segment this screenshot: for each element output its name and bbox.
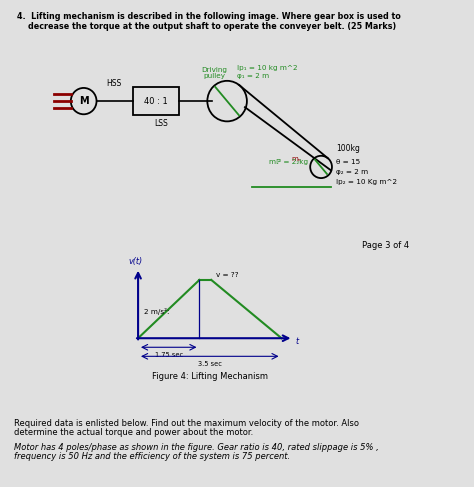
Text: Motor has 4 poles/phase as shown in the figure. Gear ratio is 40, rated slippage: Motor has 4 poles/phase as shown in the …	[14, 443, 379, 452]
Text: t: t	[296, 337, 299, 346]
Text: Ip₂ = 10 Kg m^2: Ip₂ = 10 Kg m^2	[336, 179, 397, 185]
Text: Ip₁ = 10 kg m^2: Ip₁ = 10 kg m^2	[237, 65, 298, 71]
Text: 100kg: 100kg	[336, 144, 360, 153]
Text: Required data is enlisted below. Find out the maximum velocity of the motor. Als: Required data is enlisted below. Find ou…	[14, 419, 359, 428]
Text: 3.5 sec: 3.5 sec	[198, 361, 222, 367]
Text: HSS: HSS	[107, 79, 122, 88]
Text: frequency is 50 Hz and the efficiency of the system is 75 percent.: frequency is 50 Hz and the efficiency of…	[14, 452, 291, 461]
Text: 40 : 1: 40 : 1	[144, 96, 168, 106]
Text: Page 3 of 4: Page 3 of 4	[362, 241, 409, 250]
Text: pulley: pulley	[203, 73, 225, 79]
Text: φ₁ = 2 m: φ₁ = 2 m	[237, 73, 269, 79]
Text: θ = 15: θ = 15	[336, 159, 360, 165]
Bar	[133, 87, 179, 115]
Text: decrease the torque at the output shaft to operate the conveyer belt. (25 Marks): decrease the torque at the output shaft …	[18, 22, 397, 31]
Text: v(t): v(t)	[128, 257, 142, 266]
Text: v = ??: v = ??	[216, 272, 239, 278]
Text: LSS: LSS	[154, 119, 168, 129]
Text: 1.75 sec: 1.75 sec	[155, 352, 183, 358]
Text: M: M	[79, 96, 89, 106]
Text: Figure 4: Lifting Mechanism: Figure 4: Lifting Mechanism	[152, 373, 268, 381]
Text: Driving: Driving	[201, 67, 227, 73]
Text: mₙ: mₙ	[292, 156, 301, 162]
Text: 4.  Lifting mechanism is described in the following image. Where gear box is use: 4. Lifting mechanism is described in the…	[18, 12, 401, 21]
Text: mℙ = 2₂kg: mℙ = 2₂kg	[269, 159, 308, 165]
Text: 2 m/s²:: 2 m/s²:	[144, 308, 170, 316]
Text: determine the actual torque and power about the motor.: determine the actual torque and power ab…	[14, 428, 254, 437]
Text: φ₂ = 2 m: φ₂ = 2 m	[336, 169, 368, 175]
